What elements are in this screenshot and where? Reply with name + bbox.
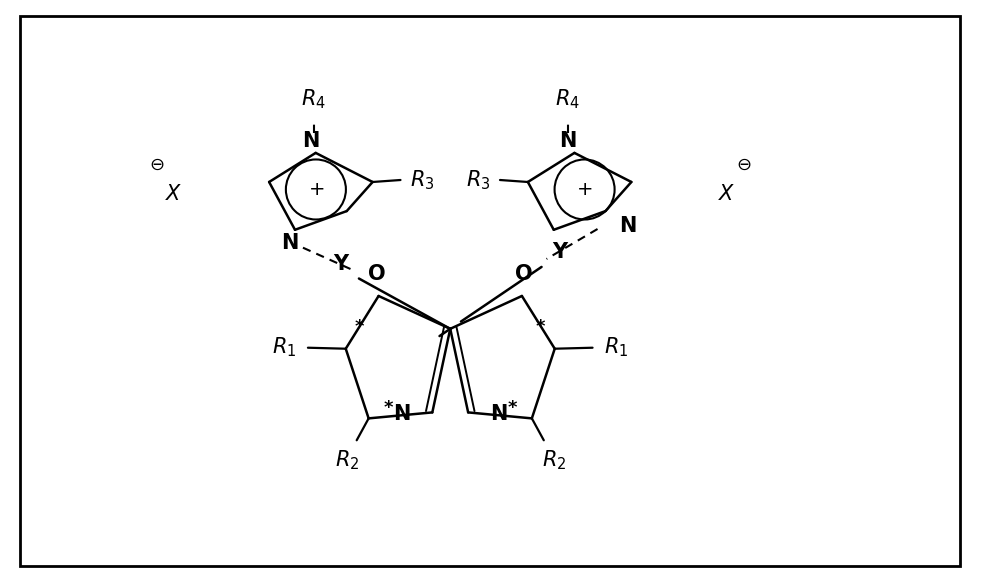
Text: $+$: $+$ [308,180,324,199]
Text: $X$: $X$ [165,185,182,204]
Text: $R_4$: $R_4$ [301,87,326,111]
Text: O: O [368,264,385,284]
Text: $\ominus$: $\ominus$ [149,156,164,174]
Text: $X$: $X$ [718,185,736,204]
Text: $R_4$: $R_4$ [555,87,580,111]
Text: $\ominus$: $\ominus$ [736,156,752,174]
Text: N: N [302,131,319,151]
Text: O: O [515,264,533,284]
Text: $R_3$: $R_3$ [466,168,490,192]
Text: Y: Y [333,254,349,273]
Text: N: N [559,131,576,151]
Text: $R_2$: $R_2$ [542,448,566,472]
Text: $R_2$: $R_2$ [335,448,359,472]
Text: Y: Y [552,242,567,262]
Text: $R_1$: $R_1$ [604,335,629,358]
Text: N: N [393,404,410,424]
Text: N: N [490,404,507,424]
Text: $R_3$: $R_3$ [410,168,435,192]
Text: $R_1$: $R_1$ [272,335,296,358]
Text: *: * [384,400,393,417]
Text: $+$: $+$ [576,180,593,199]
Text: *: * [507,400,517,417]
Text: *: * [536,318,546,336]
Text: N: N [281,233,299,253]
Text: N: N [619,216,636,236]
Text: *: * [355,318,364,336]
